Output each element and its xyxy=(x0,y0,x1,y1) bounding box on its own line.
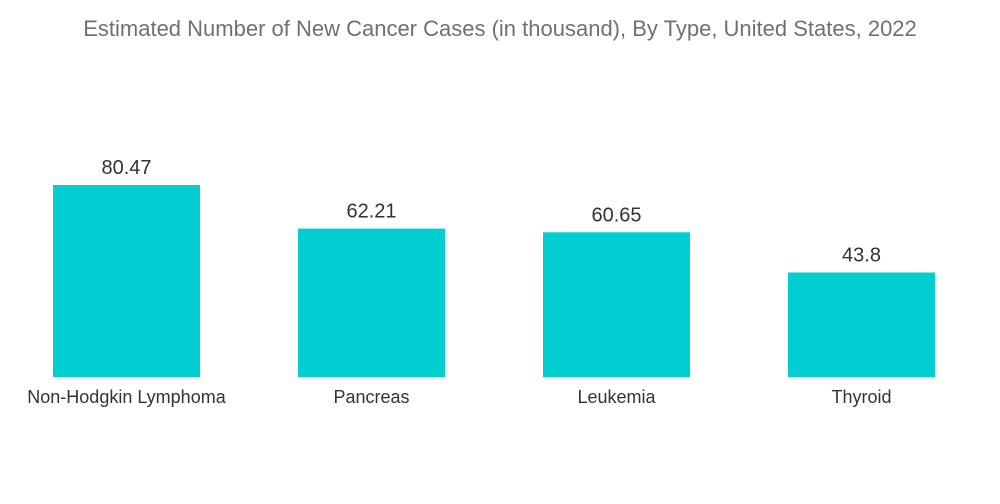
bars-group xyxy=(53,185,935,377)
data-label: 80.47 xyxy=(101,157,151,179)
x-tick-label: Thyroid xyxy=(831,387,891,407)
x-tick-label: Non-Hodgkin Lymphoma xyxy=(27,387,226,407)
data-label: 60.65 xyxy=(591,204,641,226)
bar-thyroid xyxy=(788,272,935,377)
data-label: 43.8 xyxy=(842,245,881,267)
category-labels-group: Non-Hodgkin Lymphoma Pancreas Leukemia Thyr… xyxy=(27,387,891,407)
bar-non-hodgkin-lymphoma xyxy=(53,185,200,377)
x-tick-label: Pancreas xyxy=(333,387,409,407)
bar-leukemia xyxy=(543,232,690,377)
value-labels-group: 80.47 62.21 60.65 43.8 xyxy=(101,157,881,267)
data-label: 62.21 xyxy=(346,201,396,223)
chart-title: Estimated Number of New Cancer Cases (in… xyxy=(83,16,917,41)
bar-pancreas xyxy=(298,228,445,377)
x-tick-label: Leukemia xyxy=(577,387,656,407)
